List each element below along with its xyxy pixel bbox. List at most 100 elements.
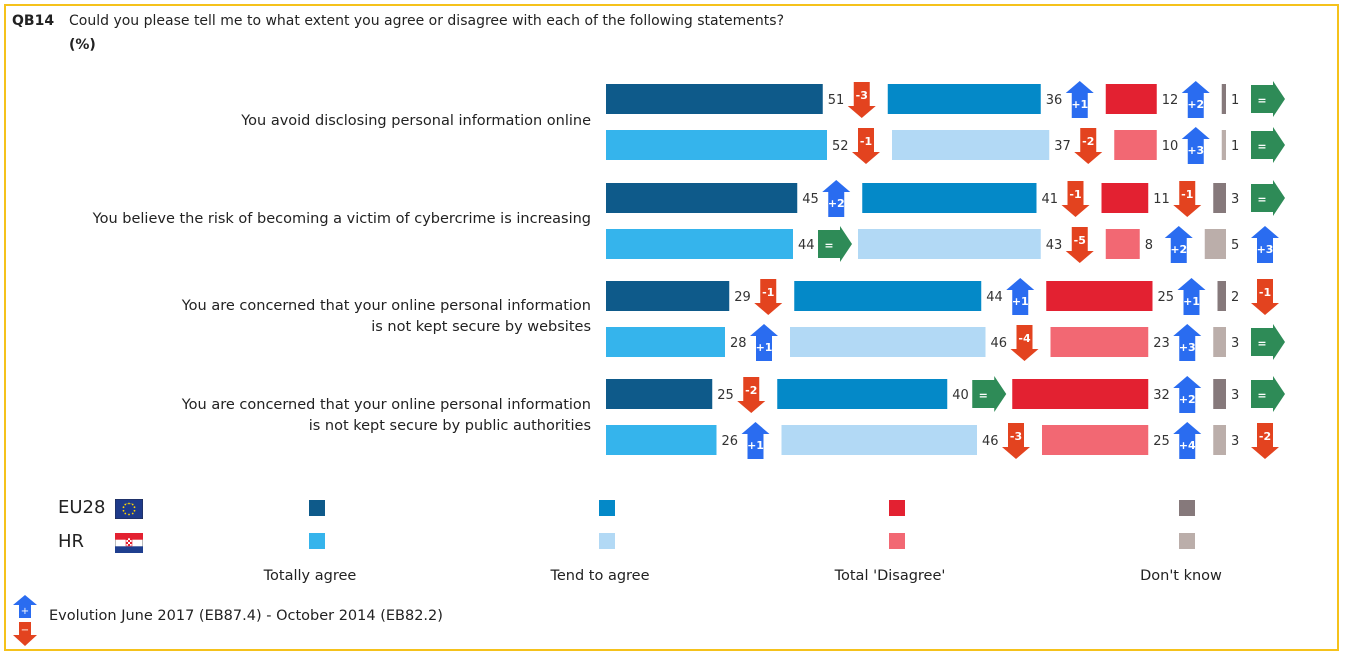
change-arrow-eu28-s2-c2: +1: [1177, 278, 1206, 315]
svg-text:+3: +3: [1179, 341, 1196, 354]
legend-swatch-eu28-s0: [309, 500, 325, 516]
svg-text:+: +: [21, 606, 29, 617]
value-label-hr-s1-c2: 46: [991, 336, 1008, 351]
value-label-hr-s3-c3: 3: [1231, 434, 1239, 449]
value-label-hr-s1-c3: 46: [982, 434, 999, 449]
change-arrow-hr-s3-c2: =: [1251, 324, 1285, 360]
svg-text:+1: +1: [1071, 98, 1088, 111]
svg-text:=: =: [1257, 140, 1266, 153]
svg-text:-1: -1: [860, 135, 872, 148]
value-label-eu28-s2-c0: 12: [1162, 93, 1179, 108]
change-arrow-hr-s2-c2: +3: [1173, 324, 1202, 361]
value-label-hr-s2-c0: 10: [1162, 139, 1179, 154]
change-arrow-hr-s1-c2: -4: [1010, 325, 1039, 361]
value-label-eu28-s1-c2: 44: [986, 290, 1003, 305]
value-label-hr-s0-c2: 28: [730, 336, 747, 351]
legend-swatch-eu28-s2: [889, 500, 905, 516]
bar-eu28-s1-c3: [777, 379, 948, 409]
change-arrow-hr-s0-c3: +1: [741, 422, 770, 459]
bar-eu28-s0-c1: [606, 183, 798, 213]
change-arrow-hr-s0-c2: +1: [750, 324, 778, 361]
bar-eu28-s0-c0: [606, 84, 823, 114]
legend-swatch-eu28-s1: [599, 500, 615, 516]
svg-text:+1: +1: [1183, 295, 1200, 308]
legend-swatch-hr-s1: [599, 533, 615, 549]
change-arrow-eu28-s3-c3: =: [1251, 376, 1285, 412]
bar-hr-s3-c2: [1213, 327, 1226, 357]
bar-hr-s1-c3: [781, 425, 977, 455]
value-label-hr-s0-c0: 52: [832, 139, 849, 154]
value-label-eu28-s0-c2: 29: [734, 290, 751, 305]
value-label-hr-s0-c3: 26: [722, 434, 739, 449]
change-arrow-eu28-s3-c0: =: [1251, 81, 1285, 117]
change-arrow-eu28-s2-c3: +2: [1173, 376, 1202, 413]
svg-text:=: =: [824, 239, 833, 252]
change-arrow-hr-s3-c1: +3: [1251, 226, 1279, 263]
svg-text:=: =: [1257, 94, 1266, 107]
svg-text:-3: -3: [1010, 430, 1022, 443]
statement-label-4: You are concerned that your online perso…: [181, 397, 591, 434]
change-arrow-hr-s3-c0: =: [1251, 127, 1285, 163]
value-label-hr-s2-c1: 8: [1145, 238, 1153, 253]
bar-hr-s3-c0: [1221, 130, 1226, 160]
bar-hr-s0-c3: [606, 425, 717, 455]
bar-eu28-s3-c2: [1217, 281, 1226, 311]
svg-text:-5: -5: [1074, 234, 1086, 247]
value-label-eu28-s2-c2: 25: [1158, 290, 1175, 305]
change-arrow-hr-s2-c0: +3: [1181, 127, 1210, 164]
svg-text:+4: +4: [1179, 439, 1196, 452]
svg-text:-2: -2: [1259, 430, 1271, 443]
statement-label-1: You avoid disclosing personal informatio…: [241, 113, 591, 129]
svg-text:-1: -1: [1069, 188, 1081, 201]
question-text: Could you please tell me to what extent …: [69, 13, 785, 29]
change-arrow-hr-s3-c3: -2: [1251, 423, 1279, 459]
value-label-eu28-s1-c3: 40: [952, 388, 969, 403]
svg-text:-2: -2: [1082, 135, 1094, 148]
bar-hr-s0-c2: [606, 327, 725, 357]
svg-text:−: −: [21, 625, 29, 636]
bar-eu28-s2-c1: [1101, 183, 1149, 213]
legend-hr-label: HR: [58, 531, 85, 552]
value-label-hr-s1-c1: 43: [1046, 238, 1063, 253]
legend-label-total-disagree: Total 'Disagree': [834, 568, 946, 584]
unit-label: (%): [69, 37, 96, 53]
svg-text:=: =: [1257, 389, 1266, 402]
svg-text:-1: -1: [762, 286, 774, 299]
legend-label-dont-know: Don't know: [1140, 568, 1222, 584]
eu-flag-icon: [115, 499, 143, 519]
bar-hr-s2-c0: [1114, 130, 1157, 160]
change-arrow-eu28-s1-c2: +1: [1006, 278, 1035, 315]
bar-eu28-s2-c2: [1046, 281, 1153, 311]
value-label-eu28-s2-c3: 32: [1153, 388, 1170, 403]
legend-swatch-hr-s0: [309, 533, 325, 549]
value-label-eu28-s3-c0: 1: [1231, 93, 1239, 108]
change-arrow-eu28-s2-c1: -1: [1173, 181, 1202, 217]
value-label-hr-s3-c0: 1: [1231, 139, 1239, 154]
bar-hr-s2-c1: [1105, 229, 1140, 259]
question-code: QB14: [12, 13, 55, 29]
bar-eu28-s2-c0: [1105, 84, 1157, 114]
change-arrow-hr-s2-c3: +4: [1173, 422, 1202, 459]
bar-hr-s2-c2: [1050, 327, 1149, 357]
svg-text:=: =: [1257, 193, 1266, 206]
bar-hr-s2-c3: [1042, 425, 1149, 455]
value-label-eu28-s3-c3: 3: [1231, 388, 1239, 403]
legend-swatch-hr-s3: [1179, 533, 1195, 549]
bar-eu28-s3-c1: [1213, 183, 1226, 213]
legend-label-totally-agree: Totally agree: [263, 568, 357, 584]
statement-label-2: You believe the risk of becoming a victi…: [92, 211, 591, 227]
svg-text:-4: -4: [1018, 332, 1031, 345]
statement-label-3: You are concerned that your online perso…: [181, 298, 591, 335]
bar-hr-s0-c1: [606, 229, 793, 259]
value-label-eu28-s0-c0: 51: [828, 93, 845, 108]
value-label-hr-s3-c1: 5: [1231, 238, 1239, 253]
svg-text:+2: +2: [1170, 243, 1187, 256]
svg-text:-1: -1: [1181, 188, 1193, 201]
chart-frame: [4, 4, 1339, 651]
change-arrow-eu28-s1-c0: +1: [1065, 81, 1094, 118]
change-arrow-eu28-s2-c0: +2: [1181, 81, 1210, 118]
svg-text:=: =: [979, 389, 988, 402]
bar-eu28-s1-c1: [862, 183, 1037, 213]
legend-eu28-label: EU28: [58, 497, 106, 518]
